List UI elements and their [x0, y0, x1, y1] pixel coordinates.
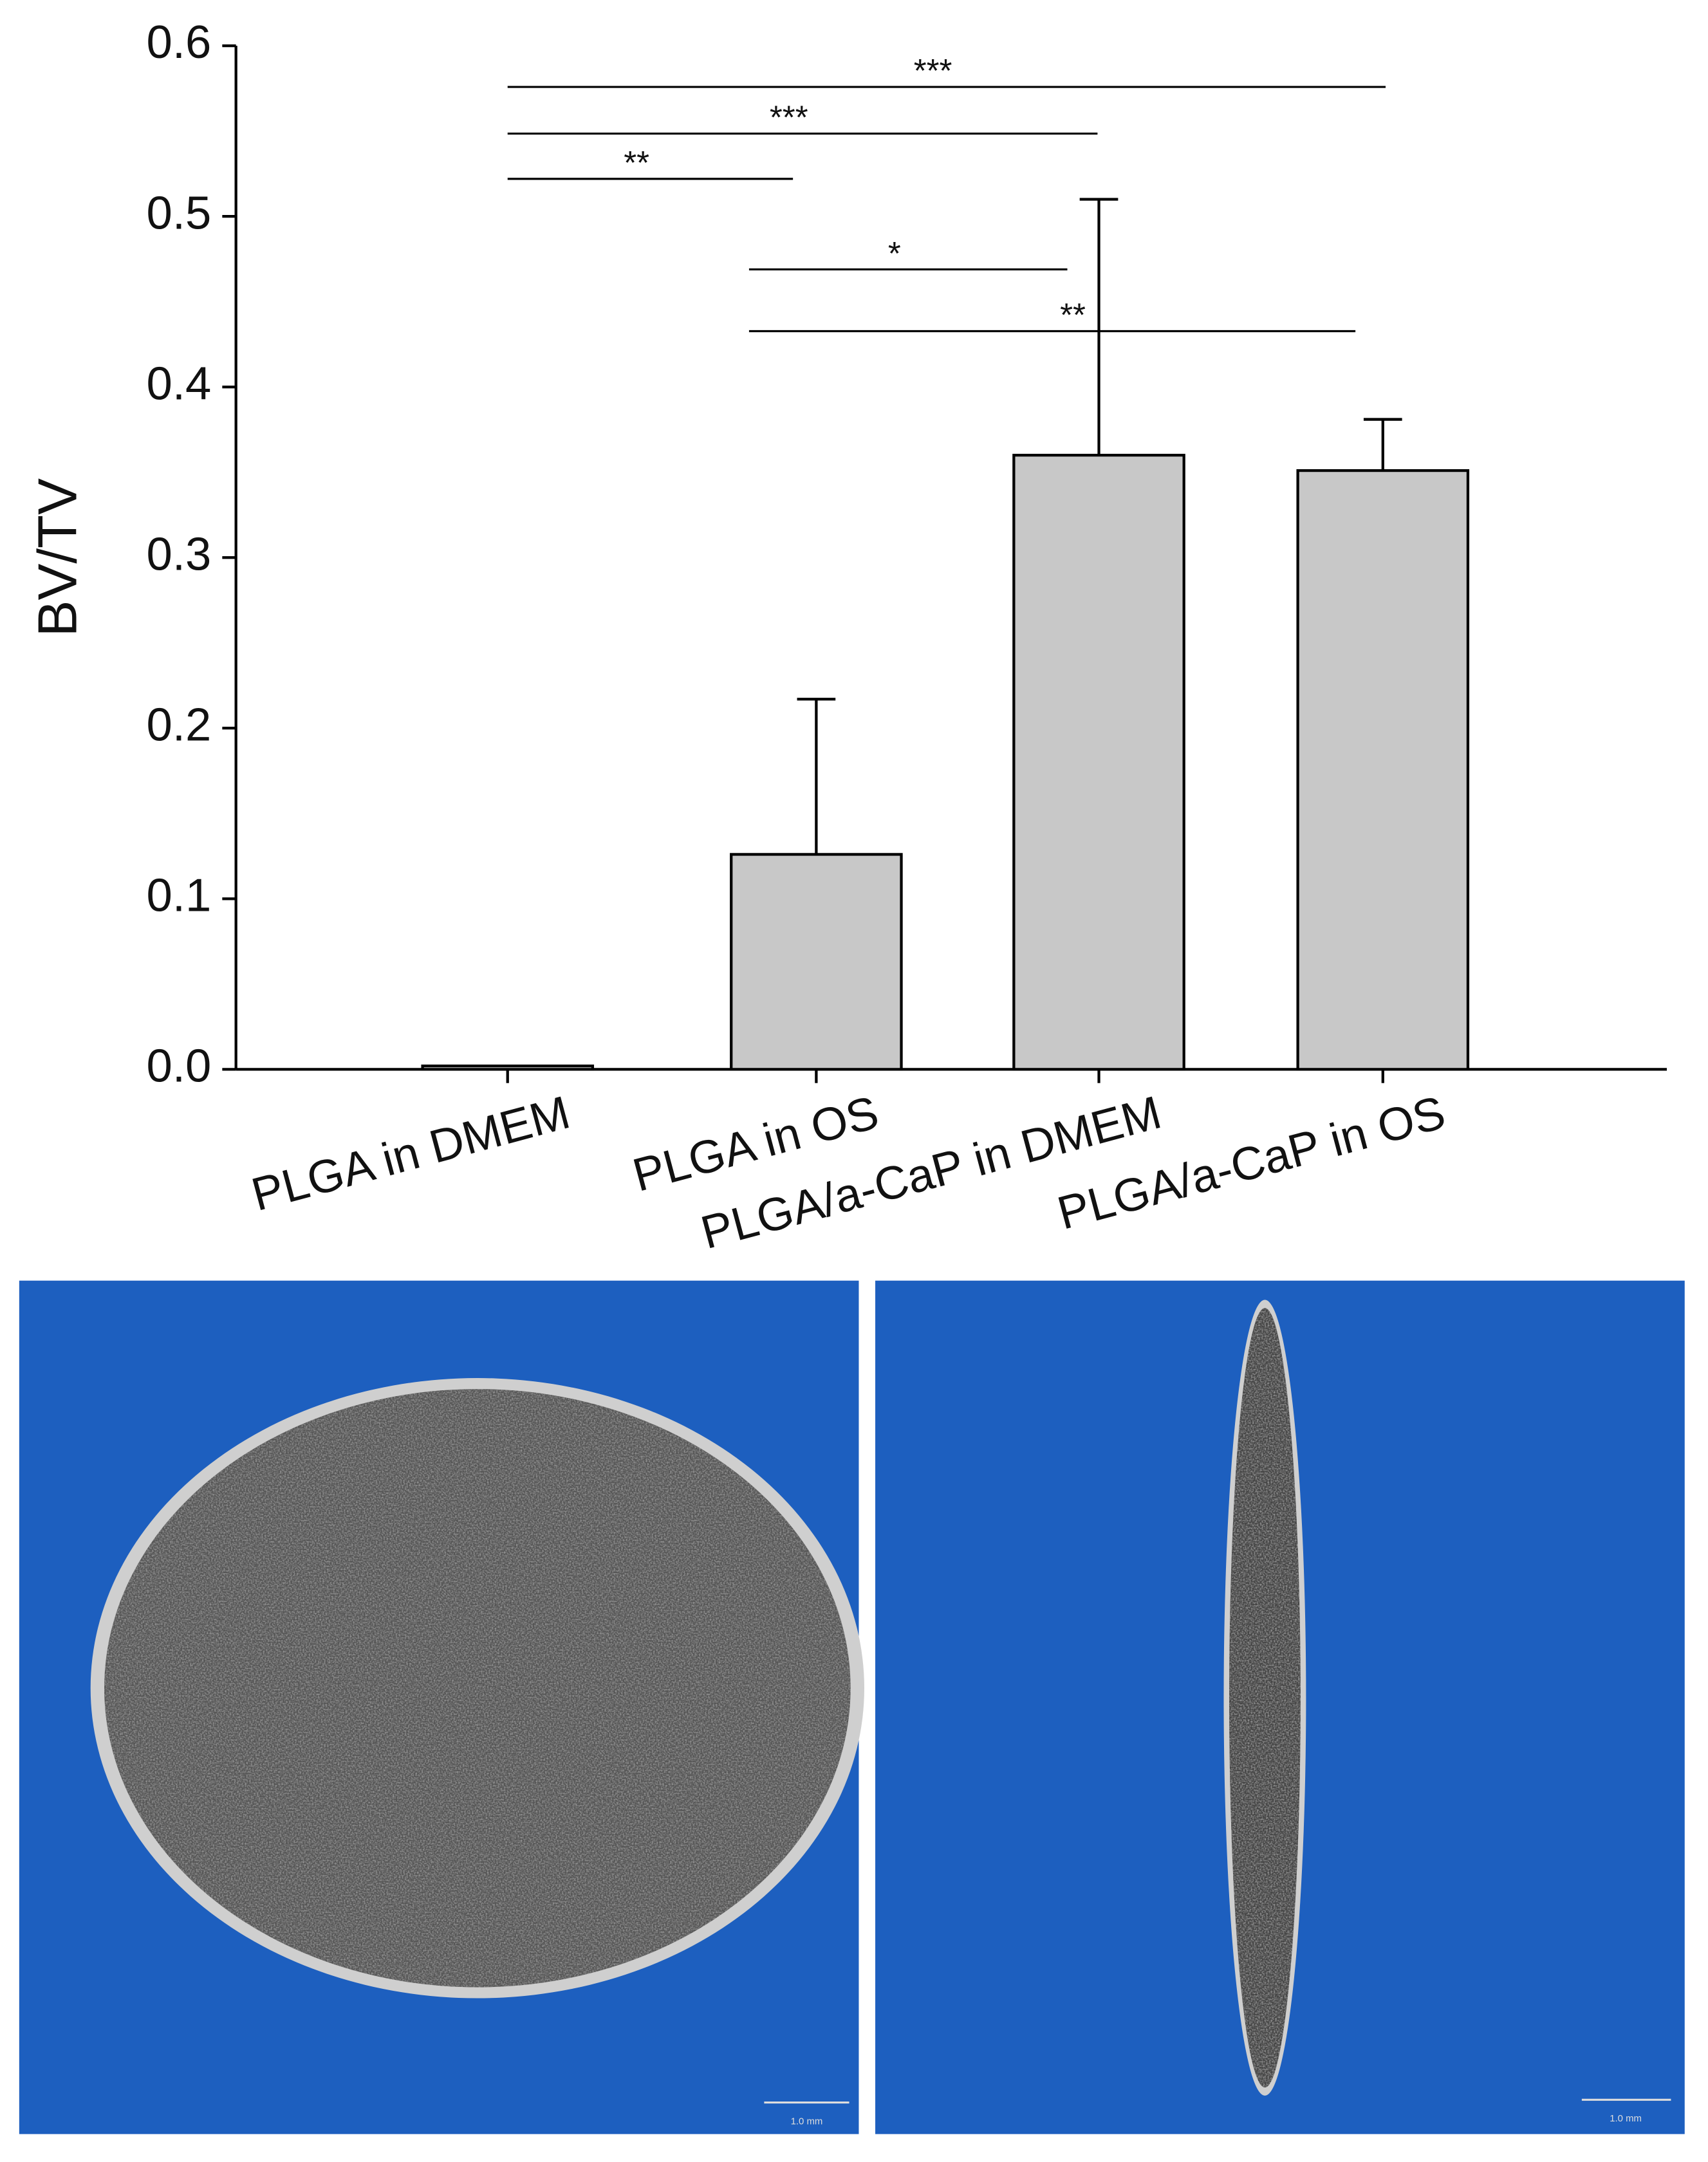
scaffold-grain — [104, 1389, 851, 1988]
scale-label: 1.0 mm — [791, 2116, 823, 2127]
y-tick-label: 0.5 — [147, 187, 212, 239]
scaffold-side-grain — [1229, 1308, 1301, 2088]
y-axis-label: BV/TV — [27, 478, 88, 637]
significance-label: *** — [914, 52, 952, 89]
significance-label: *** — [770, 99, 808, 136]
photo-panels: 1.0 mm 1.0 mm — [19, 1280, 1685, 2134]
y-tick-label: 0.0 — [147, 1040, 212, 1092]
y-tick-label: 0.3 — [147, 528, 212, 580]
y-tick-label: 0.2 — [147, 698, 212, 750]
significance-label: ** — [624, 144, 649, 181]
significance-label: ** — [1060, 297, 1086, 333]
x-tick-label: PLGA in DMEM — [246, 1086, 575, 1221]
y-tick-label: 0.6 — [147, 16, 212, 68]
bar — [1296, 469, 1470, 1071]
bar — [730, 853, 903, 1071]
bar — [1012, 454, 1185, 1071]
y-tick-label: 0.1 — [147, 869, 212, 921]
y-tick-label: 0.4 — [147, 357, 212, 409]
significance-label: * — [888, 235, 901, 272]
x-tick-label: PLGA/a-CaP in DMEM — [696, 1086, 1167, 1259]
bar — [421, 1064, 595, 1071]
scale-label: 1.0 mm — [1610, 2113, 1642, 2124]
